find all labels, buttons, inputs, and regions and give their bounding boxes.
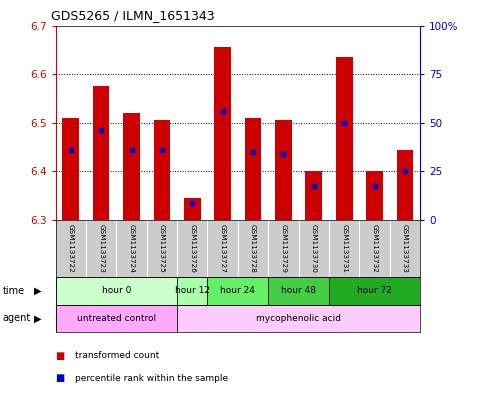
Bar [305, 171, 322, 220]
Text: GSM1133729: GSM1133729 [281, 224, 286, 273]
Bar [366, 171, 383, 220]
Bar [123, 113, 140, 220]
Text: time: time [2, 286, 25, 296]
Text: GDS5265 / ILMN_1651343: GDS5265 / ILMN_1651343 [51, 9, 214, 22]
Text: percentile rank within the sample: percentile rank within the sample [75, 374, 228, 382]
Bar [336, 57, 353, 220]
Text: GSM1133733: GSM1133733 [402, 224, 408, 273]
Bar [214, 48, 231, 220]
Bar [62, 118, 79, 220]
Text: GSM1133725: GSM1133725 [159, 224, 165, 273]
Text: GSM1133724: GSM1133724 [128, 224, 135, 273]
Text: ▶: ▶ [34, 286, 42, 296]
Text: GSM1133722: GSM1133722 [68, 224, 74, 273]
Bar [93, 86, 110, 220]
Text: hour 12: hour 12 [175, 286, 210, 295]
FancyBboxPatch shape [329, 277, 420, 305]
Text: GSM1133731: GSM1133731 [341, 224, 347, 273]
Text: GSM1133732: GSM1133732 [371, 224, 378, 273]
Text: mycophenolic acid: mycophenolic acid [256, 314, 341, 323]
FancyBboxPatch shape [208, 277, 268, 305]
Text: GSM1133723: GSM1133723 [98, 224, 104, 273]
Bar [397, 150, 413, 220]
Bar [184, 198, 200, 220]
Text: GSM1133730: GSM1133730 [311, 224, 317, 273]
Text: hour 48: hour 48 [281, 286, 316, 295]
Text: untreated control: untreated control [77, 314, 156, 323]
Text: GSM1133728: GSM1133728 [250, 224, 256, 273]
Text: transformed count: transformed count [75, 351, 159, 360]
FancyBboxPatch shape [268, 277, 329, 305]
FancyBboxPatch shape [56, 305, 177, 332]
Text: hour 72: hour 72 [357, 286, 392, 295]
Text: ■: ■ [56, 351, 65, 361]
FancyBboxPatch shape [177, 277, 208, 305]
Text: ▶: ▶ [34, 313, 42, 323]
Text: GSM1133726: GSM1133726 [189, 224, 195, 273]
FancyBboxPatch shape [177, 305, 420, 332]
Text: agent: agent [2, 313, 30, 323]
Bar [245, 118, 261, 220]
Text: ■: ■ [56, 373, 65, 383]
Bar [154, 120, 170, 220]
Text: hour 24: hour 24 [220, 286, 256, 295]
Text: hour 0: hour 0 [101, 286, 131, 295]
Bar [275, 120, 292, 220]
FancyBboxPatch shape [56, 277, 177, 305]
Text: GSM1133727: GSM1133727 [220, 224, 226, 273]
